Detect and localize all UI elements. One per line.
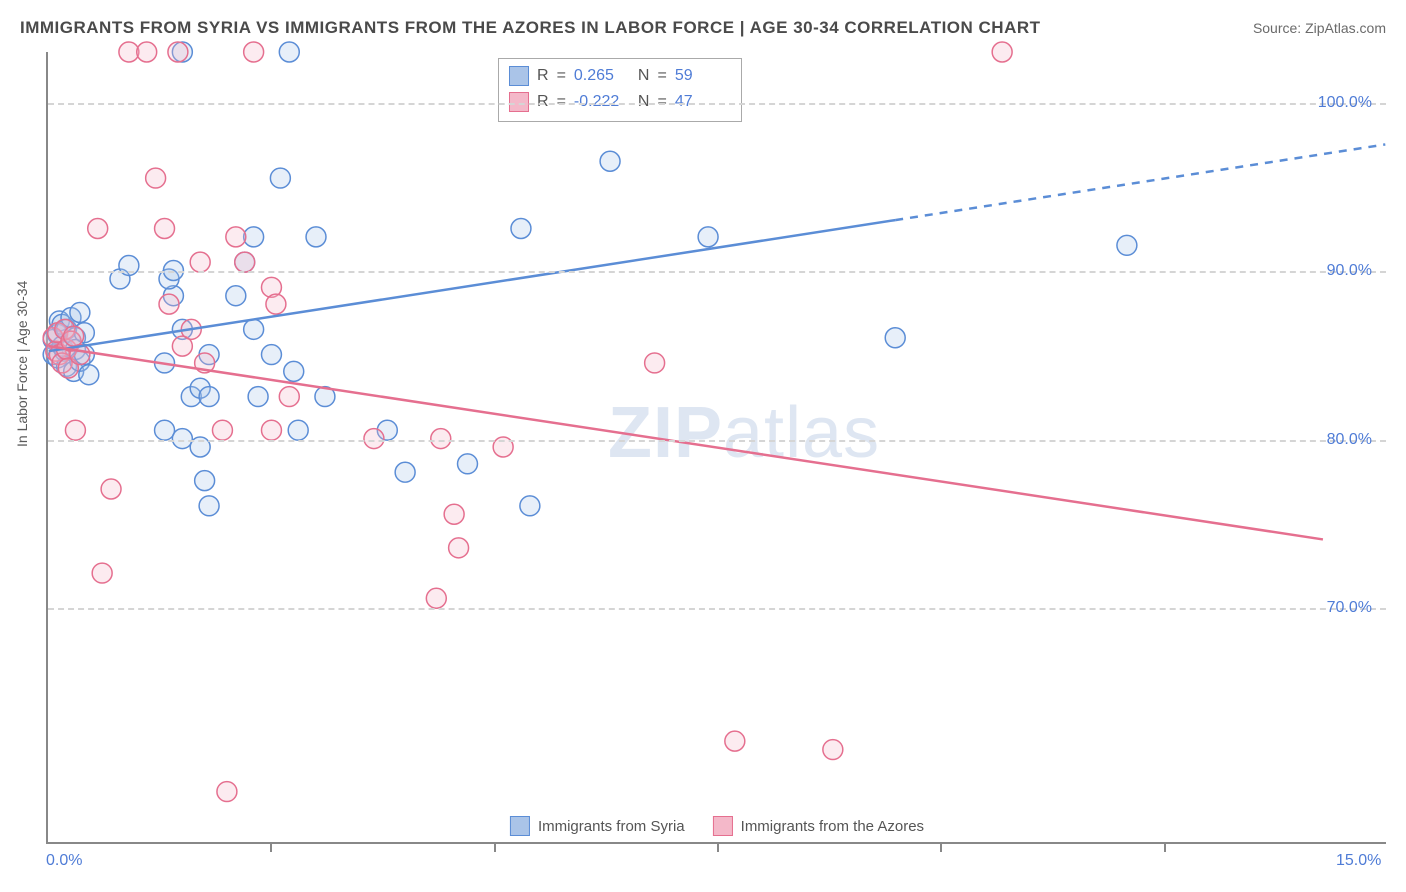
data-point — [88, 219, 108, 239]
data-point — [244, 319, 264, 339]
data-point — [426, 588, 446, 608]
data-point — [288, 420, 308, 440]
data-point — [458, 454, 478, 474]
data-point — [698, 227, 718, 247]
legend-bottom: Immigrants from Syria Immigrants from th… — [502, 814, 932, 838]
data-point — [70, 303, 90, 323]
data-point — [155, 219, 175, 239]
data-point — [520, 496, 540, 516]
y-tick-label: 100.0% — [1318, 94, 1372, 112]
data-point — [217, 782, 237, 802]
chart-title: IMMIGRANTS FROM SYRIA VS IMMIGRANTS FROM… — [20, 18, 1041, 38]
x-tick-label: 15.0% — [1336, 852, 1381, 870]
data-point — [395, 462, 415, 482]
gridline — [48, 103, 1386, 105]
data-point — [645, 353, 665, 373]
data-point — [212, 420, 232, 440]
data-point — [199, 387, 219, 407]
y-tick-label: 70.0% — [1327, 599, 1372, 617]
data-point — [199, 496, 219, 516]
data-point — [511, 219, 531, 239]
data-point — [155, 420, 175, 440]
corr-N-label: N — [638, 67, 650, 85]
y-axis-label: In Labor Force | Age 30-34 — [14, 281, 30, 447]
x-tick-label: 0.0% — [46, 852, 82, 870]
x-minor-tick — [940, 842, 942, 852]
data-point — [248, 387, 268, 407]
data-point — [92, 563, 112, 583]
data-point — [270, 168, 290, 188]
corr-N-value-1: 59 — [675, 67, 731, 85]
data-point — [885, 328, 905, 348]
corr-row-series-1: R = 0.265 N = 59 — [509, 63, 731, 89]
trend-line-dashed — [895, 144, 1385, 220]
data-point — [159, 294, 179, 314]
data-point — [725, 731, 745, 751]
data-point — [168, 42, 188, 62]
data-point — [261, 420, 281, 440]
data-point — [146, 168, 166, 188]
data-point — [600, 151, 620, 171]
legend-label-1: Immigrants from Syria — [538, 818, 685, 835]
data-point — [266, 294, 286, 314]
y-tick-label: 80.0% — [1327, 431, 1372, 449]
data-point — [235, 252, 255, 272]
x-minor-tick — [1164, 842, 1166, 852]
x-minor-tick — [717, 842, 719, 852]
data-point — [449, 538, 469, 558]
data-point — [64, 326, 84, 346]
data-point — [823, 740, 843, 760]
data-point — [65, 420, 85, 440]
legend-item-2: Immigrants from the Azores — [713, 816, 924, 836]
data-point — [195, 471, 215, 491]
data-point — [261, 345, 281, 365]
corr-R-value-1: 0.265 — [574, 67, 630, 85]
data-point — [244, 227, 264, 247]
data-point — [284, 361, 304, 381]
gridline — [48, 440, 1386, 442]
data-point — [306, 227, 326, 247]
gridline — [48, 608, 1386, 610]
legend-label-2: Immigrants from the Azores — [741, 818, 924, 835]
data-point — [226, 227, 246, 247]
data-point — [190, 252, 210, 272]
x-minor-tick — [494, 842, 496, 852]
swatch-icon — [713, 816, 733, 836]
data-point — [1117, 235, 1137, 255]
data-point — [279, 42, 299, 62]
corr-R-label: R — [537, 67, 549, 85]
data-point — [244, 42, 264, 62]
data-point — [992, 42, 1012, 62]
data-point — [226, 286, 246, 306]
swatch-icon — [510, 816, 530, 836]
y-tick-label: 90.0% — [1327, 262, 1372, 280]
x-minor-tick — [270, 842, 272, 852]
plot-area: ZIPatlas R = 0.265 N = 59 R = -0.222 N =… — [46, 52, 1386, 844]
scatter-svg — [48, 52, 1386, 842]
correlation-legend: R = 0.265 N = 59 R = -0.222 N = 47 — [498, 58, 742, 122]
corr-eq: = — [657, 67, 666, 85]
source-label: Source: ZipAtlas.com — [1253, 20, 1386, 36]
data-point — [119, 42, 139, 62]
trend-line — [49, 346, 1323, 539]
data-point — [444, 504, 464, 524]
data-point — [79, 365, 99, 385]
data-point — [279, 387, 299, 407]
data-point — [101, 479, 121, 499]
gridline — [48, 271, 1386, 273]
swatch-series-1 — [509, 66, 529, 86]
corr-eq: = — [557, 67, 566, 85]
data-point — [137, 42, 157, 62]
legend-item-1: Immigrants from Syria — [510, 816, 685, 836]
